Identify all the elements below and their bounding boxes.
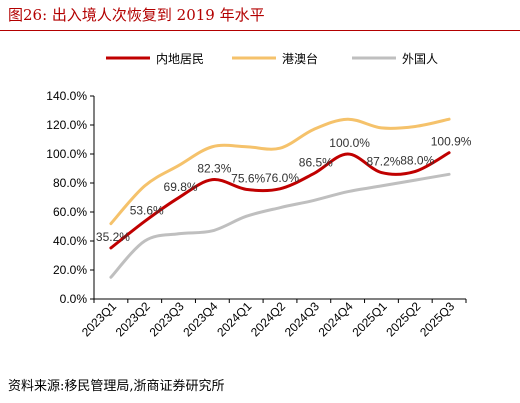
figure-title: 图26: 出入境人次恢复到 2019 年水平 [8, 6, 265, 24]
chart-legend: 内地居民 港澳台 外国人 [106, 51, 438, 66]
x-tick-label: 2024Q1 [214, 299, 254, 339]
source-note: 资料来源:移民管理局,浙商证券研究所 [8, 379, 225, 394]
legend-label: 内地居民 [156, 52, 204, 66]
data-label: 76.0% [265, 171, 299, 185]
data-label: 100.0% [329, 136, 370, 150]
x-tick-label: 2025Q2 [383, 299, 423, 339]
legend-item-3: 外国人 [352, 52, 438, 66]
x-tick-label: 2023Q4 [180, 299, 220, 339]
x-axis: 2023Q12023Q22023Q32023Q42024Q12024Q22024… [79, 298, 467, 339]
x-tick-label: 2025Q1 [349, 299, 389, 339]
data-label: 82.3% [197, 162, 231, 176]
x-tick-label: 2024Q3 [282, 299, 322, 339]
title-divider [0, 30, 520, 31]
data-label: 35.2% [96, 230, 130, 244]
x-tick-label: 2025Q3 [417, 299, 457, 339]
legend-item-1: 内地居民 [106, 52, 204, 66]
data-labels: 35.2%53.6%69.8% 82.3%75.6% 76.0%86.5% 100.0… [96, 135, 472, 244]
series-line-3 [109, 172, 451, 279]
y-tick-label: 80.0% [53, 176, 87, 190]
x-tick-label: 2024Q2 [248, 299, 288, 339]
y-tick-label: 140.0% [46, 89, 87, 103]
legend-item-2: 港澳台 [232, 51, 318, 66]
x-tick-label: 2023Q3 [147, 299, 187, 339]
data-label: 100.9% [431, 135, 472, 149]
y-tick-label: 100.0% [46, 147, 87, 161]
series-line-2 [109, 117, 451, 226]
y-tick-label: 120.0% [46, 118, 87, 132]
data-label: 53.6% [130, 203, 164, 217]
y-axis: 0.0% 20.0% 40.0% 60.0% 80.0% 100.0% 120.0% 140.… [46, 89, 95, 306]
data-label: 86.5% [299, 156, 333, 170]
line-chart: 内地居民 港澳台 外国人 0.0% 20.0% 40.0% 60.0% 80.0% 100.0… [46, 51, 472, 339]
y-tick-label: 40.0% [53, 234, 87, 248]
series-layer [109, 117, 451, 279]
x-tick-label: 2024Q4 [316, 299, 356, 339]
x-tick-label: 2023Q2 [113, 299, 153, 339]
data-label: 88.0% [400, 153, 434, 167]
data-label: 87.2% [366, 155, 400, 169]
data-label: 69.8% [164, 180, 198, 194]
legend-label: 外国人 [402, 52, 438, 66]
series-line-1 [109, 151, 451, 250]
y-tick-label: 0.0% [60, 292, 88, 306]
legend-label: 港澳台 [282, 51, 318, 66]
data-label: 75.6% [231, 171, 265, 185]
y-tick-label: 60.0% [53, 205, 87, 219]
y-tick-label: 20.0% [53, 263, 87, 277]
